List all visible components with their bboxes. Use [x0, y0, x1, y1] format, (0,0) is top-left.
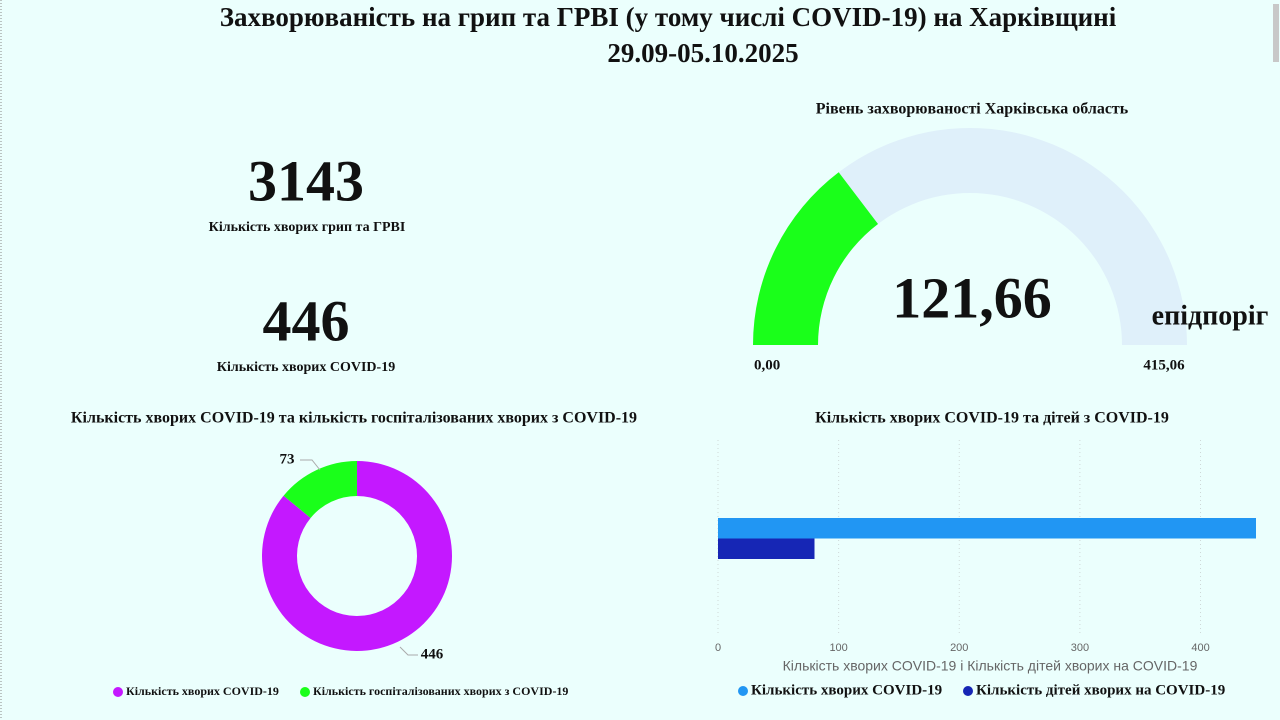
- donut-slice: [283, 461, 357, 518]
- x-tick-label: 200: [950, 642, 968, 654]
- data-label: 73: [280, 451, 295, 467]
- x-tick-label: 400: [1191, 642, 1209, 654]
- x-tick-label: 0: [715, 642, 721, 654]
- bar: [718, 538, 815, 559]
- legend-label: Кількість хворих COVID-19: [126, 684, 279, 698]
- kpi-label: Кількість хворих грип та ГРВІ: [209, 220, 406, 235]
- legend-label: Кількість хворих COVID-19: [751, 682, 942, 698]
- gauge-min-label: 0,00: [754, 357, 780, 373]
- chart-title: Кількість хворих COVID-19 та кількість г…: [71, 410, 637, 427]
- scrollbar[interactable]: [1273, 4, 1279, 62]
- legend-marker: [738, 686, 748, 696]
- gauge-value-label: 121,66: [892, 265, 1052, 330]
- data-label: 446: [421, 646, 444, 662]
- chart-title: Кількість хворих COVID-19 та дітей з COV…: [815, 410, 1169, 427]
- x-tick-label: 100: [829, 642, 847, 654]
- kpi-value: 3143: [248, 148, 364, 213]
- x-tick-label: 300: [1071, 642, 1089, 654]
- kpi-label: Кількість хворих COVID-19: [217, 360, 395, 375]
- gauge-track: [753, 128, 1187, 345]
- legend-marker: [963, 686, 973, 696]
- gauge-max-label: 415,06: [1143, 357, 1185, 373]
- gauge-value: [753, 172, 879, 345]
- period: 29.09-05.10.2025: [607, 38, 798, 68]
- leader-line: [399, 646, 418, 656]
- gauge-target-label: епідпоріг: [1152, 300, 1269, 331]
- legend-label: Кількість госпіталізованих хворих з COVI…: [313, 684, 568, 698]
- x-axis-title: Кількість хворих COVID-19 і Кількість ді…: [783, 658, 1198, 674]
- legend-label: Кількість дітей хворих на COVID-19: [976, 682, 1225, 698]
- kpi-value: 446: [263, 288, 350, 353]
- title: Захворюваність на грип та ГРВІ (у тому ч…: [220, 2, 1117, 32]
- legend-marker: [300, 687, 310, 697]
- chart-title: Рівень захворюваності Харківська область: [816, 101, 1129, 118]
- legend-marker: [113, 687, 123, 697]
- bar: [718, 518, 1256, 539]
- donut-slice: [262, 461, 453, 652]
- leader-line: [300, 459, 321, 471]
